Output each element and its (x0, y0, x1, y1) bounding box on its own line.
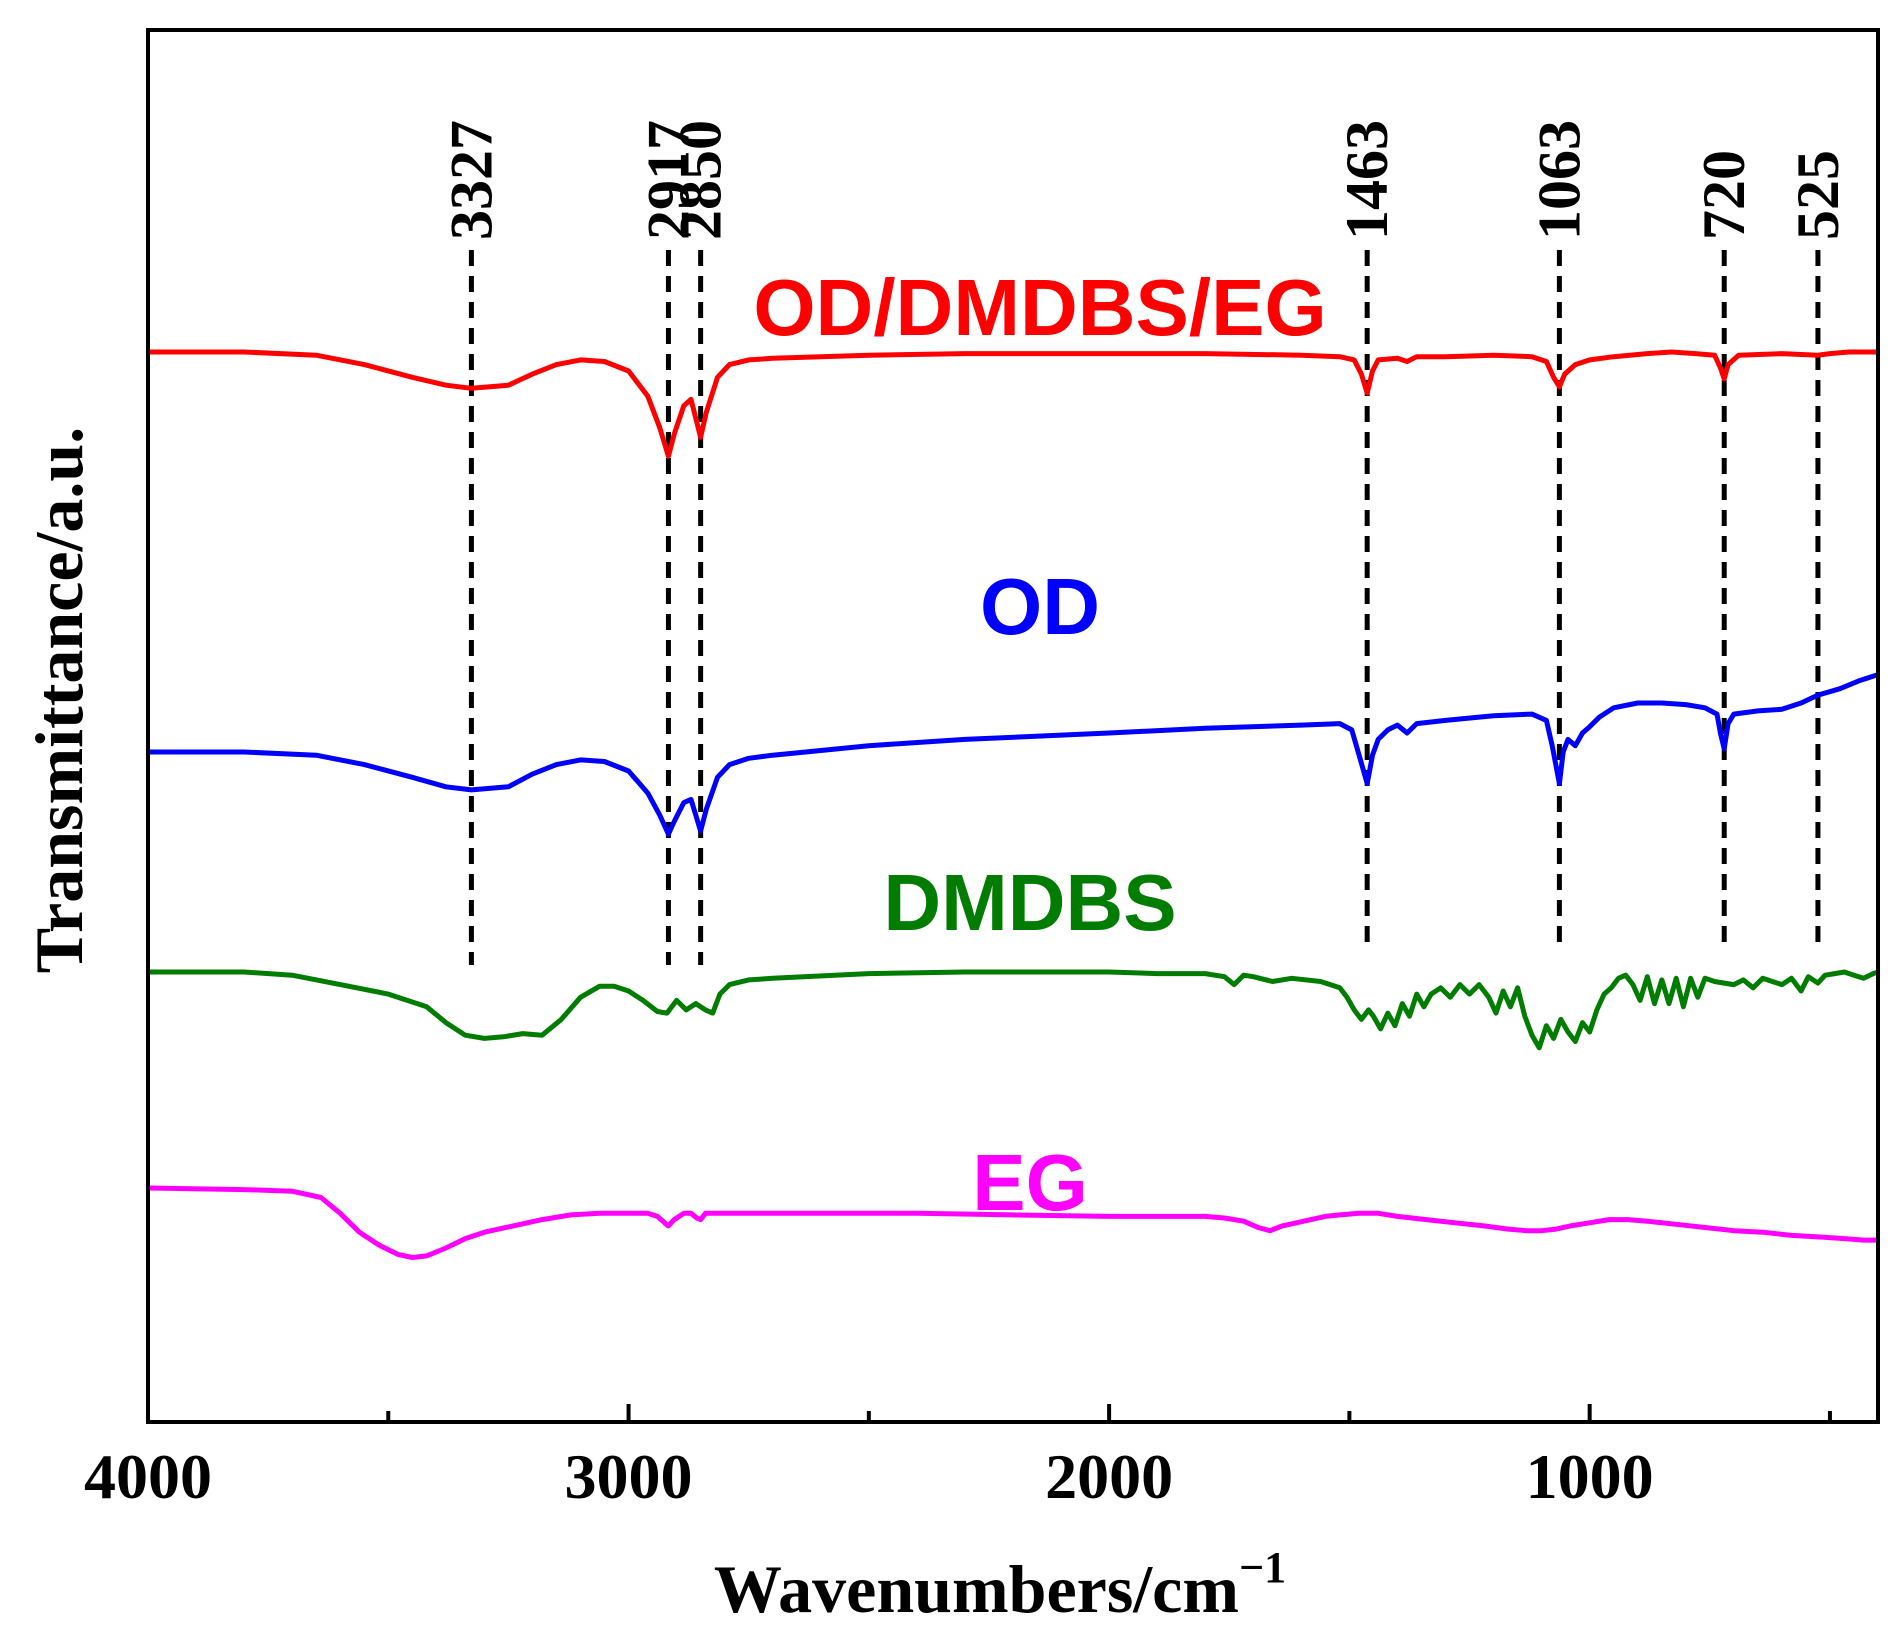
series-line-od-dmdbs-eg (148, 349, 1878, 459)
x-tick-label-4000: 4000 (84, 1441, 212, 1512)
series-label-od: OD (980, 562, 1100, 651)
plot-frame (146, 28, 1880, 1424)
peak-label-2917: 2917 (635, 120, 701, 240)
peak-label-3327: 3327 (438, 120, 504, 240)
peak-label-1463: 1463 (1334, 120, 1400, 240)
series-label-eg: EG (972, 1138, 1088, 1227)
peak-label-1063: 1063 (1526, 120, 1592, 240)
x-tick-label-3000: 3000 (565, 1441, 693, 1512)
series-label-od-dmdbs-eg: OD/DMDBS/EG (753, 263, 1326, 352)
spectra-series: OD/DMDBS/EG OD DMDBS EG (147, 263, 1879, 1260)
x-axis-title: Wavenumbers/cm−1 (714, 1543, 1286, 1627)
series-line-dmdbs (148, 969, 1879, 1051)
x-tick-label-1000: 1000 (1526, 1441, 1654, 1512)
x-tick-label-2000: 2000 (1045, 1441, 1173, 1512)
series-line-od (148, 672, 1879, 837)
peak-label-720: 720 (1691, 150, 1757, 240)
series-line-eg (147, 1185, 1878, 1260)
peak-label-525: 525 (1785, 150, 1851, 240)
x-axis-title-text: Wavenumbers/cm (714, 1551, 1239, 1627)
y-axis-title: Transmittance/a.u. (21, 427, 97, 974)
peak-guide-lines (468, 250, 1821, 965)
series-label-dmdbs: DMDBS (883, 858, 1176, 947)
peak-label-2850: 2850 (668, 120, 734, 240)
x-axis-ticks: 4000 3000 2000 1000 (84, 1404, 1832, 1512)
x-axis-title-superscript: −1 (1239, 1543, 1286, 1592)
